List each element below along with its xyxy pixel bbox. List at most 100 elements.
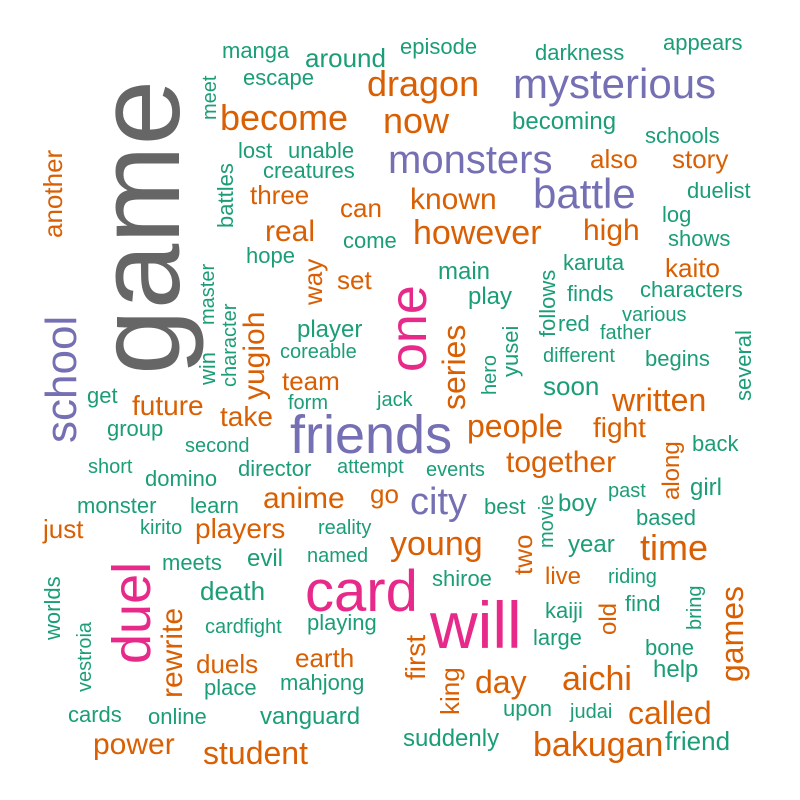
word-way: way <box>298 258 328 305</box>
word-upon: upon <box>503 696 552 721</box>
word-now: now <box>383 100 450 141</box>
word-cards: cards <box>68 702 122 727</box>
word-events: events <box>426 459 485 481</box>
word-bone: bone <box>645 635 694 660</box>
word-take: take <box>220 401 273 432</box>
word-begins: begins <box>645 346 710 371</box>
word-appears: appears <box>663 30 743 55</box>
word-kaito: kaito <box>665 253 720 283</box>
word-another: another <box>38 149 68 238</box>
word-find: find <box>625 591 661 616</box>
word-evil: evil <box>247 545 284 572</box>
word-father: father <box>600 322 652 344</box>
word-just: just <box>43 514 84 544</box>
word-boy: boy <box>558 490 597 517</box>
word-cardfight: cardfight <box>205 616 282 638</box>
word-called: called <box>628 695 712 731</box>
word-also: also <box>590 144 638 174</box>
word-reality: reality <box>318 517 372 539</box>
word-written: written <box>612 382 707 418</box>
word-group: group <box>107 416 164 441</box>
word-various: various <box>622 304 687 326</box>
word-schools: schools <box>645 123 720 148</box>
word-two: two <box>508 534 538 575</box>
word-win: win <box>195 351 220 385</box>
word-movie: movie <box>536 494 558 548</box>
word-short: short <box>88 456 133 478</box>
word-shiroe: shiroe <box>432 566 492 591</box>
word-battles: battles <box>213 163 238 228</box>
word-three: three <box>250 180 310 210</box>
word-day: day <box>475 664 527 700</box>
word-story: story <box>672 144 729 174</box>
word-coreable: coreable <box>280 341 357 363</box>
word-darkness: darkness <box>535 40 625 65</box>
word-form: form <box>288 392 328 414</box>
word-team: team <box>282 366 340 396</box>
word-friends: friends <box>290 405 453 465</box>
word-finds: finds <box>567 281 614 306</box>
word-duelist: duelist <box>687 178 751 203</box>
word-old: old <box>595 602 622 635</box>
word-however: however <box>413 214 542 252</box>
word-monster: monster <box>77 493 157 518</box>
word-yugioh: yugioh <box>238 311 271 400</box>
word-player: player <box>297 316 363 343</box>
word-known: known <box>410 183 497 216</box>
word-play: play <box>468 283 513 310</box>
word-episode: episode <box>400 34 478 59</box>
word-named: named <box>307 545 369 567</box>
word-past: past <box>608 480 646 502</box>
word-battle: battle <box>533 170 636 217</box>
word-back: back <box>692 431 739 456</box>
word-along: along <box>658 441 685 500</box>
word-manga: manga <box>222 38 290 63</box>
word-bring: bring <box>684 585 706 630</box>
word-duels: duels <box>196 649 259 679</box>
word-get: get <box>87 383 118 408</box>
word-duel: duel <box>102 561 162 664</box>
word-playing: playing <box>307 610 377 635</box>
word-city: city <box>410 481 467 523</box>
word-set: set <box>337 265 372 295</box>
word-creatures: creatures <box>263 158 355 183</box>
word-year: year <box>568 531 615 558</box>
word-can: can <box>340 193 382 223</box>
word-hope: hope <box>246 243 295 268</box>
word-meet: meet <box>199 75 221 120</box>
word-jack: jack <box>377 389 413 411</box>
word-becoming: becoming <box>512 108 617 135</box>
word-first: first <box>400 634 431 680</box>
word-vanguard: vanguard <box>260 703 361 730</box>
word-death: death <box>200 576 266 606</box>
word-worlds: worlds <box>40 576 65 640</box>
word-around: around <box>305 43 386 73</box>
word-character: character <box>219 303 241 387</box>
word-series: series <box>436 324 472 410</box>
word-game: game <box>73 79 205 375</box>
word-learn: learn <box>190 493 239 518</box>
word-young: young <box>390 525 483 563</box>
word-online: online <box>148 704 207 729</box>
word-shows: shows <box>668 226 731 251</box>
word-escape: escape <box>243 65 314 90</box>
word-future: future <box>132 390 204 421</box>
word-fight: fight <box>593 412 646 443</box>
word-live: live <box>545 563 582 590</box>
word-master: master <box>197 263 219 325</box>
word-unable: unable <box>288 138 355 163</box>
word-king: king <box>435 667 465 715</box>
word-anime: anime <box>263 482 345 515</box>
word-rewrite: rewrite <box>156 607 189 698</box>
word-will: will <box>430 588 522 662</box>
word-bakugan: bakugan <box>533 726 664 764</box>
word-go: go <box>370 479 399 509</box>
word-dragon: dragon <box>367 63 480 104</box>
word-girl: girl <box>690 474 723 501</box>
word-judai: judai <box>570 701 613 723</box>
word-real: real <box>265 215 316 248</box>
word-lost: lost <box>238 138 273 163</box>
word-become: become <box>220 97 349 138</box>
word-hero: hero <box>479 354 501 395</box>
